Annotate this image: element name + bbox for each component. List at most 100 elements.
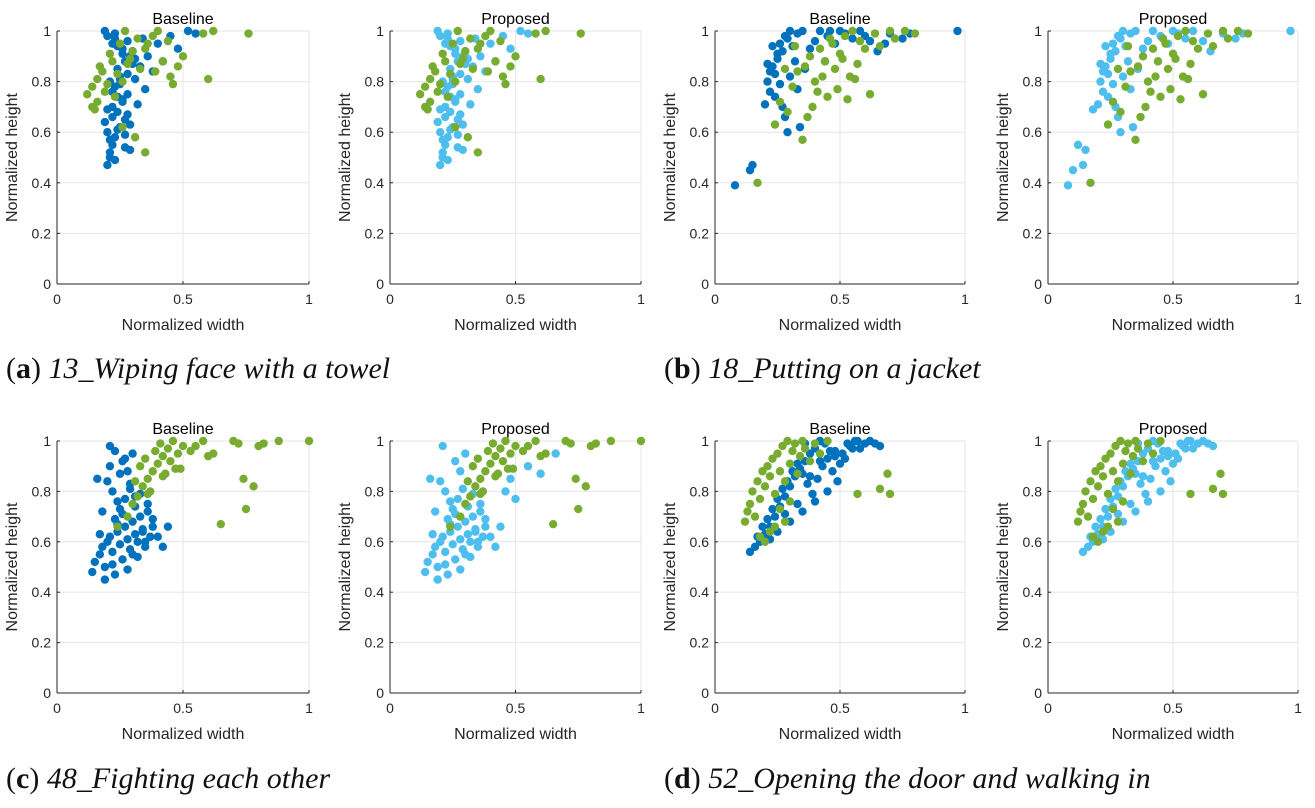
data-point — [815, 449, 825, 458]
data-point — [1131, 26, 1140, 36]
data-point — [850, 74, 860, 84]
data-point — [453, 26, 462, 36]
data-point — [108, 547, 117, 557]
data-point — [773, 449, 782, 458]
data-point — [438, 441, 447, 451]
data-point — [130, 74, 140, 84]
data-point — [531, 29, 540, 38]
data-point — [541, 449, 550, 458]
data-point — [823, 436, 832, 446]
data-point — [1166, 477, 1175, 486]
data-point — [433, 26, 442, 36]
data-point — [123, 535, 132, 544]
data-point — [428, 530, 437, 539]
data-point — [1088, 494, 1098, 504]
data-point — [775, 504, 785, 514]
data-point — [478, 532, 488, 541]
x-tick-label: 0.5 — [506, 291, 526, 307]
y-tick-label: 0 — [701, 276, 709, 292]
data-point — [1186, 436, 1195, 446]
y-tick-label: 1 — [376, 23, 384, 39]
data-point — [453, 522, 462, 531]
data-point — [123, 467, 132, 476]
data-point — [153, 26, 162, 36]
data-point — [118, 122, 127, 132]
data-point — [168, 79, 178, 89]
data-point — [456, 565, 465, 574]
data-point — [778, 484, 787, 494]
y-tick-label: 0.8 — [1023, 483, 1043, 499]
data-point — [1181, 444, 1190, 453]
x-axis-label: Normalized width — [1112, 726, 1235, 743]
data-point — [848, 26, 857, 36]
data-point — [1138, 456, 1148, 466]
data-point — [785, 26, 795, 36]
data-point — [1286, 26, 1295, 36]
data-point — [753, 477, 762, 486]
series-green — [753, 26, 920, 187]
data-point — [153, 532, 162, 541]
data-point — [571, 474, 580, 483]
y-axis-label: Normalized height — [995, 502, 1012, 632]
data-point — [803, 112, 812, 122]
data-point — [1233, 26, 1243, 36]
data-point — [458, 484, 467, 494]
data-point — [773, 49, 782, 58]
data-point — [1108, 504, 1118, 514]
data-point — [466, 34, 475, 43]
y-tick-label: 0 — [376, 685, 384, 701]
data-point — [1208, 41, 1218, 51]
data-point — [441, 560, 450, 569]
data-point — [95, 62, 105, 71]
x-tick-label: 1 — [1294, 291, 1302, 307]
data-point — [423, 557, 432, 567]
data-point — [481, 514, 490, 524]
data-point — [825, 34, 835, 43]
data-point — [780, 517, 790, 526]
y-tick-label: 0.6 — [365, 534, 385, 550]
data-point — [436, 128, 445, 137]
data-point — [1126, 67, 1135, 76]
data-point — [855, 36, 865, 46]
y-tick-label: 0.8 — [365, 483, 385, 499]
data-point — [451, 77, 460, 86]
data-point — [793, 469, 802, 478]
data-point — [1186, 59, 1195, 69]
data-point — [1176, 95, 1185, 104]
data-point — [473, 84, 483, 94]
data-point — [166, 72, 175, 81]
data-point — [153, 39, 162, 48]
data-point — [491, 57, 500, 66]
y-tick-label: 0 — [376, 276, 384, 292]
data-point — [763, 77, 772, 86]
data-point — [885, 489, 895, 499]
data-point — [1076, 507, 1085, 516]
data-point — [511, 494, 520, 504]
caption-b: (b) 18_Putting on a jacket — [664, 352, 981, 385]
data-point — [138, 482, 147, 491]
data-point — [1108, 39, 1118, 48]
data-point — [128, 550, 137, 559]
data-point — [501, 436, 510, 446]
data-point — [420, 82, 430, 91]
data-point — [1208, 484, 1218, 494]
data-point — [813, 474, 822, 483]
data-point — [163, 522, 173, 531]
data-point — [1216, 469, 1225, 478]
data-point — [1141, 102, 1150, 112]
data-point — [491, 542, 500, 552]
data-point — [783, 436, 792, 446]
y-tick-label: 0.4 — [690, 584, 710, 600]
data-point — [249, 482, 258, 491]
x-tick-label: 0 — [711, 291, 719, 307]
data-point — [1096, 77, 1105, 86]
y-tick-label: 1 — [701, 433, 709, 449]
x-tick-label: 0 — [386, 700, 394, 716]
data-point — [840, 31, 850, 41]
data-point — [198, 29, 208, 38]
data-point — [176, 464, 185, 473]
data-point — [191, 29, 200, 38]
y-tick-label: 0.2 — [690, 635, 710, 651]
data-point — [461, 449, 470, 458]
data-point — [581, 482, 590, 491]
